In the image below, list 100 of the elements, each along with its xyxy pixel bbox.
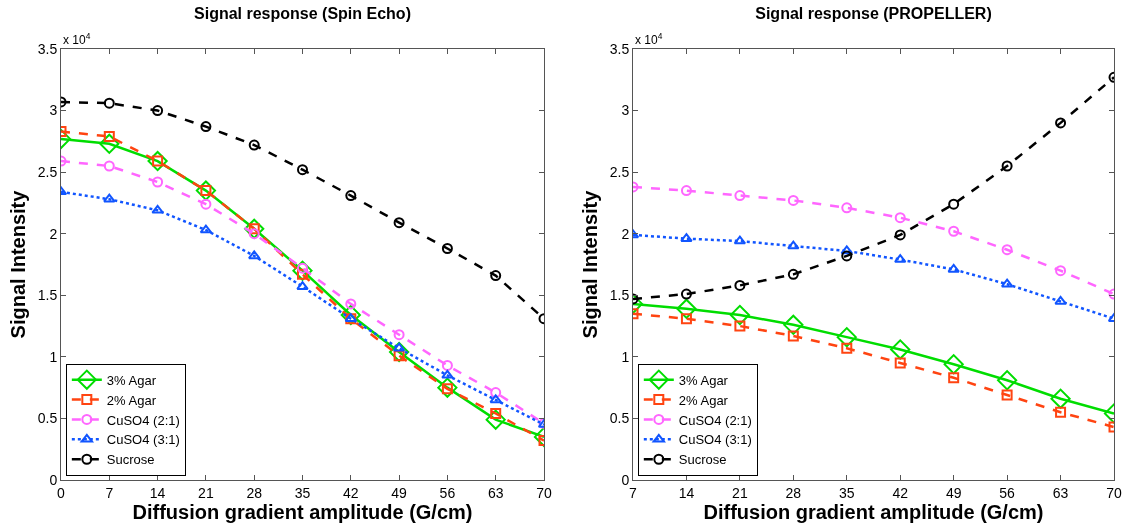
- x-tick-label: 49: [945, 484, 962, 501]
- point: [894, 357, 906, 369]
- point: [734, 190, 746, 202]
- point: [997, 370, 1018, 391]
- point: [734, 279, 746, 291]
- legend-label: CuSO4 (2:1): [678, 412, 752, 428]
- point: [890, 339, 911, 360]
- x-tick-label: 42: [343, 484, 359, 501]
- x-tick-label: 42: [892, 484, 909, 501]
- point: [489, 394, 502, 404]
- legend-label: 3% Agar: [678, 372, 729, 388]
- point: [103, 160, 115, 172]
- x-tick-label: 21: [198, 484, 214, 501]
- point: [733, 235, 747, 245]
- x-tick-label: 7: [105, 484, 114, 501]
- x-tick-label: 14: [678, 484, 695, 501]
- y-tick-label: 1: [49, 348, 58, 365]
- y-tick-label: 0.5: [609, 410, 630, 427]
- point: [836, 327, 857, 348]
- point: [1055, 406, 1067, 418]
- y-tick-label: 3: [621, 102, 630, 119]
- point: [947, 263, 960, 273]
- x-tick-label: 63: [1052, 484, 1069, 501]
- point: [1001, 160, 1013, 172]
- y-tick-label: 1: [621, 348, 630, 365]
- point: [1055, 265, 1067, 277]
- x-tick-label: 63: [487, 484, 504, 501]
- y-tick-label: 0.5: [37, 410, 58, 427]
- y-tick-label: 1.5: [37, 287, 58, 304]
- point: [490, 270, 502, 282]
- text: x 10$^{4}$: [63, 31, 91, 48]
- point: [200, 198, 212, 210]
- point: [248, 139, 260, 151]
- point: [437, 377, 458, 398]
- point: [841, 342, 853, 354]
- point: [248, 250, 261, 260]
- point: [676, 298, 697, 319]
- point: [393, 217, 405, 229]
- legend-label: CuSO4 (2:1): [106, 412, 180, 428]
- y-tick-label: 0: [49, 471, 58, 488]
- point: [441, 369, 454, 379]
- point: [1001, 244, 1013, 256]
- point: [948, 225, 960, 237]
- point: [389, 341, 410, 363]
- point: [841, 202, 853, 214]
- point: [680, 185, 692, 197]
- x-tick-label: 28: [246, 484, 263, 501]
- point: [1055, 117, 1067, 129]
- point: [340, 304, 361, 326]
- point: [680, 313, 692, 325]
- point: [894, 229, 906, 241]
- point: [441, 359, 453, 371]
- point: [103, 130, 115, 142]
- y-axis-title: Signal Intensity: [7, 189, 30, 339]
- point: [734, 320, 746, 332]
- legend-label: 2% Agar: [106, 392, 157, 408]
- point: [345, 298, 357, 310]
- x-tick-label: 70: [536, 484, 552, 501]
- y-axis-title: Signal Intensity: [579, 189, 602, 339]
- point: [787, 240, 800, 250]
- point: [1050, 388, 1071, 409]
- point: [729, 304, 750, 326]
- x-tick-label: 28: [785, 484, 802, 501]
- point: [680, 288, 692, 300]
- point: [199, 224, 213, 234]
- point: [393, 329, 405, 341]
- x-tick-label: 56: [439, 484, 456, 501]
- point: [200, 121, 212, 133]
- point: [195, 180, 216, 201]
- x-tick-label: 70: [1106, 484, 1122, 501]
- point: [1054, 295, 1067, 305]
- x-tick-label: 49: [391, 484, 408, 501]
- point: [783, 314, 804, 335]
- text: x 10$^{4}$: [635, 31, 663, 48]
- point: [151, 204, 164, 214]
- point: [490, 408, 502, 419]
- point: [894, 212, 906, 224]
- y-tick-label: 2: [49, 225, 58, 242]
- chart-title: Signal response (PROPELLER): [755, 5, 992, 23]
- legend-label: Sucrose: [678, 452, 727, 468]
- point: [147, 150, 168, 172]
- point: [948, 198, 960, 210]
- x-tick-label: 35: [838, 484, 855, 501]
- legend-label: 3% Agar: [106, 372, 157, 388]
- point: [840, 245, 853, 255]
- point: [1001, 389, 1013, 401]
- x-axis-title: Diffusion gradient amplitude (G/cm): [132, 500, 473, 523]
- x-tick-label: 35: [294, 484, 311, 501]
- point: [99, 133, 120, 154]
- point: [485, 409, 506, 430]
- point: [948, 372, 960, 384]
- point: [787, 268, 799, 280]
- point: [441, 242, 453, 254]
- y-tick-label: 1.5: [609, 287, 630, 304]
- x-tick-label: 21: [732, 484, 748, 501]
- point: [943, 354, 964, 375]
- point: [103, 97, 115, 109]
- x-tick-label: 56: [999, 484, 1016, 501]
- point: [345, 190, 357, 202]
- point: [787, 194, 799, 206]
